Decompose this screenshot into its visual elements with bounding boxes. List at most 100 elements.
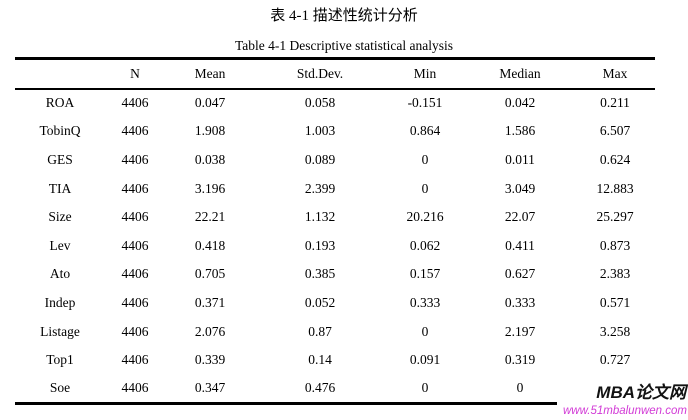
row-label: Ato: [49, 266, 71, 282]
cell-value: 22.21: [194, 209, 226, 225]
cell-value: 0.089: [304, 151, 336, 167]
cell-value: 0.193: [304, 237, 336, 253]
table-title-english: Table 4-1 Descriptive statistical analys…: [235, 38, 453, 53]
cell-value: 0.038: [194, 151, 226, 167]
cell-value: 4406: [121, 123, 149, 139]
cell-value: 0.371: [194, 294, 226, 310]
cell-value: 0.411: [505, 237, 535, 253]
cell-value: 0.333: [409, 294, 441, 310]
table-row: Ato 4406 0.705 0.385 0.157 0.627 2.383: [15, 260, 655, 289]
header-max: Max: [575, 58, 655, 90]
cell-value: 0.042: [504, 95, 536, 111]
cell-value: 0.058: [304, 95, 336, 111]
cell-value: 4406: [121, 151, 149, 167]
cell-value: 0.052: [304, 294, 336, 310]
cell-value: 1.132: [304, 209, 336, 225]
cell-value: 25.297: [596, 209, 634, 225]
table-row: Top1 4406 0.339 0.14 0.091 0.319 0.727: [15, 346, 655, 375]
table-row: TobinQ 4406 1.908 1.003 0.864 1.586 6.507: [15, 117, 655, 146]
cell-value: 22.07: [504, 209, 536, 225]
row-label: Soe: [15, 374, 105, 405]
cell-value: 0.333: [504, 294, 536, 310]
cell-value: 0.319: [504, 352, 536, 368]
cell-value: 0.627: [504, 266, 536, 282]
header-mean: Mean: [165, 58, 255, 90]
header-variable: [15, 58, 105, 90]
cell-value: 0.157: [409, 266, 441, 282]
table-row: Indep 4406 0.371 0.052 0.333 0.333 0.571: [15, 289, 655, 318]
row-label: Size: [48, 209, 72, 225]
cell-value: 4406: [121, 323, 149, 339]
cell-value: 0.418: [194, 237, 226, 253]
cell-value: 0.047: [194, 95, 226, 111]
cell-value: 1.586: [504, 123, 536, 139]
cell-value: 2.197: [504, 323, 536, 339]
table-body: ROA 4406 0.047 0.058 -0.151 0.042 0.211 TobinQ 4…: [15, 89, 655, 405]
cell-value: -0.151: [407, 95, 443, 111]
cell-value: 1.908: [194, 123, 226, 139]
cell-value: 0.727: [599, 352, 631, 368]
cell-value: 0: [421, 180, 429, 196]
cell-value: 4406: [121, 209, 149, 225]
cell-value: 0.385: [304, 266, 336, 282]
table-row: Lev 4406 0.418 0.193 0.062 0.411 0.873: [15, 231, 655, 260]
row-label: Lev: [49, 237, 71, 253]
cell-value: 0.14: [308, 352, 332, 368]
table-row: Size 4406 22.21 1.132 20.216 22.07 25.297: [15, 203, 655, 232]
cell-value: 4406: [121, 266, 149, 282]
cell-value: 0.476: [255, 374, 385, 405]
cell-value: 2.076: [194, 323, 226, 339]
cell-value: 4406: [105, 374, 165, 405]
table-row: ROA 4406 0.047 0.058 -0.151 0.042 0.211: [15, 89, 655, 118]
cell-value: 0: [421, 323, 429, 339]
descriptive-statistics-table: N Mean Std.Dev. Min Median Max ROA 4406 0.…: [15, 57, 655, 405]
cell-value: 0.211: [600, 95, 630, 111]
cell-value: 2.399: [304, 180, 336, 196]
header-n: N: [105, 58, 165, 90]
row-label: Indep: [44, 294, 76, 310]
cell-value: 20.216: [406, 209, 444, 225]
cell-value: 4406: [121, 352, 149, 368]
row-label: TIA: [48, 180, 72, 196]
cell-value: 0: [421, 151, 429, 167]
cell-value: 0.339: [194, 352, 226, 368]
cell-value: 0: [385, 374, 465, 405]
cell-value: 4406: [121, 237, 149, 253]
cell-value: 0.011: [505, 151, 535, 167]
row-label: GES: [47, 151, 73, 167]
cell-value: 4406: [121, 95, 149, 111]
cell-value: 0.873: [599, 237, 631, 253]
row-label: ROA: [45, 95, 75, 111]
cell-value: 0.347: [165, 374, 255, 405]
row-label: Listage: [40, 323, 80, 339]
cell-value: 2.383: [599, 266, 631, 282]
cell-value: 3.049: [504, 180, 536, 196]
table-row: TIA 4406 3.196 2.399 0 3.049 12.883: [15, 174, 655, 203]
cell-value: 1.003: [304, 123, 336, 139]
cell-value: 0: [465, 374, 575, 405]
row-label: TobinQ: [39, 123, 81, 139]
cell-value: 0.624: [599, 151, 631, 167]
cell-value: 4406: [121, 180, 149, 196]
table-header-row: N Mean Std.Dev. Min Median Max: [15, 58, 655, 90]
header-stddev: Std.Dev.: [255, 58, 385, 90]
cell-value: 6.507: [599, 123, 631, 139]
watermark: MBA论文网 www.51mbalunwen.com: [556, 382, 688, 420]
cell-value: 12.883: [596, 180, 634, 196]
cell-value: 0.571: [599, 294, 631, 310]
row-label: Top1: [46, 352, 74, 368]
watermark-brand-text: MBA论文网: [556, 382, 688, 402]
table-title-chinese: 表 4-1 描述性统计分析: [270, 8, 418, 24]
cell-value: 0.864: [409, 123, 441, 139]
cell-value: 4406: [121, 294, 149, 310]
cell-value: 0.705: [194, 266, 226, 282]
cell-value: 3.258: [599, 323, 631, 339]
header-median: Median: [465, 58, 575, 90]
cell-value: 0.091: [409, 352, 441, 368]
cell-value: 0.062: [409, 237, 441, 253]
watermark-url-text: www.51mbalunwen.com: [556, 402, 688, 420]
cell-value: 0.87: [308, 323, 332, 339]
header-min: Min: [385, 58, 465, 90]
table-row: GES 4406 0.038 0.089 0 0.011 0.624: [15, 146, 655, 175]
